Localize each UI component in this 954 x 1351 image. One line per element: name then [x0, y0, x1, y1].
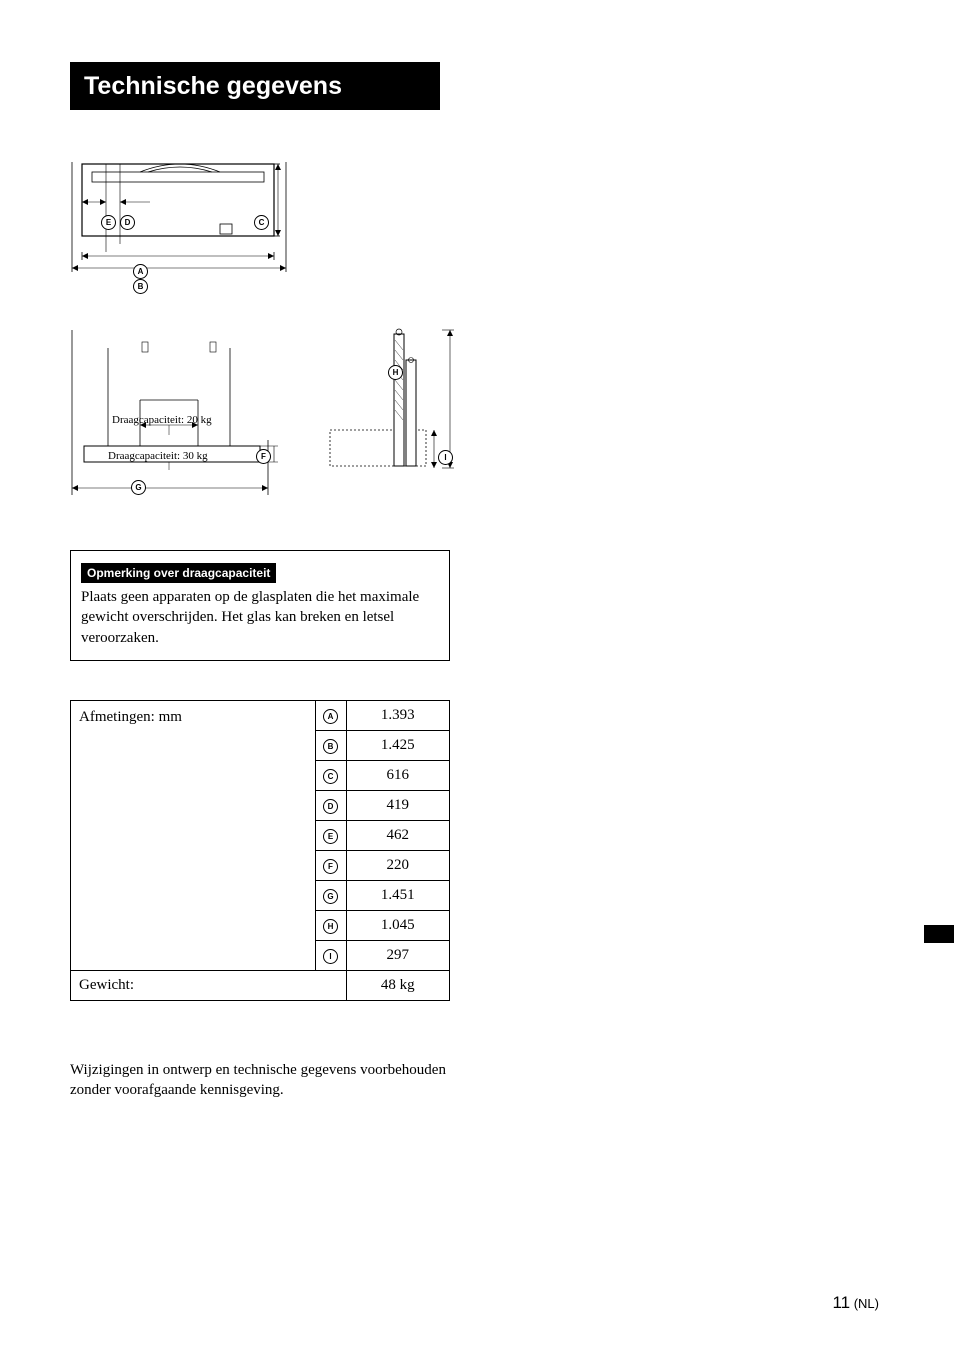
dim-key: F — [323, 859, 338, 874]
dim-key: C — [323, 769, 338, 784]
dim-val: 1.393 — [346, 701, 450, 731]
dim-val: 1.451 — [346, 881, 450, 911]
dim-label-c: C — [254, 215, 269, 230]
dim-label-f: F — [256, 449, 271, 464]
dim-label-i: I — [438, 450, 453, 465]
dim-val: 616 — [346, 761, 450, 791]
note-text: Plaats geen apparaten op de glasplaten d… — [81, 587, 439, 648]
page-title: Technische gegevens — [70, 62, 440, 110]
dim-key: H — [323, 919, 338, 934]
page-number: 11 (NL) — [832, 1293, 879, 1313]
dim-label-e: E — [101, 215, 116, 230]
dim-label-b: B — [133, 279, 148, 294]
dim-label-d: D — [120, 215, 135, 230]
note-heading: Opmerking over draagcapaciteit — [81, 563, 276, 583]
dim-val: 1.425 — [346, 731, 450, 761]
dim-key: E — [323, 829, 338, 844]
note-box: Opmerking over draagcapaciteit Plaats ge… — [70, 550, 450, 661]
capacity-bottom-label: Draagcapaciteit: 30 kg — [108, 450, 208, 462]
weight-label: Gewicht: — [71, 971, 347, 1001]
dim-val: 462 — [346, 821, 450, 851]
spec-table: Afmetingen: mm A 1.393 B1.425 C616 D419 … — [70, 700, 450, 1001]
section-tab — [924, 925, 954, 943]
dim-val: 1.045 — [346, 911, 450, 941]
dim-key: A — [323, 709, 338, 724]
dim-label-a: A — [133, 264, 148, 279]
dim-label-h: H — [388, 365, 403, 380]
dim-key: B — [323, 739, 338, 754]
dim-label-g: G — [131, 480, 146, 495]
dim-key: I — [323, 949, 338, 964]
capacity-top-label: Draagcapaciteit: 20 kg — [112, 414, 212, 426]
dim-val: 419 — [346, 791, 450, 821]
table-row: Afmetingen: mm A 1.393 — [71, 701, 450, 731]
table-row: Gewicht: 48 kg — [71, 971, 450, 1001]
dim-val: 297 — [346, 941, 450, 971]
dim-key: D — [323, 799, 338, 814]
weight-val: 48 kg — [346, 971, 450, 1001]
disclaimer-text: Wijzigingen in ontwerp en technische geg… — [70, 1060, 450, 1101]
dim-val: 220 — [346, 851, 450, 881]
dim-key: G — [323, 889, 338, 904]
dim-header: Afmetingen: mm — [71, 701, 316, 971]
